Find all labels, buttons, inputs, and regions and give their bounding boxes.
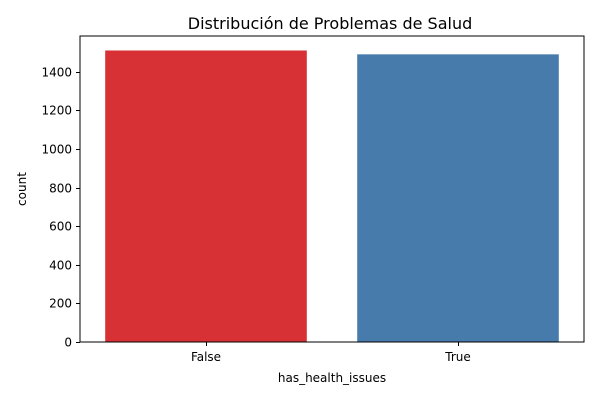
x-axis-ticks: False True	[191, 342, 471, 364]
y-axis-ticks: 0 200 400 600 800 1000 1200 1400	[41, 66, 80, 350]
bars	[105, 50, 559, 343]
y-tick-label: 600	[49, 220, 72, 234]
x-tick-label: False	[191, 350, 221, 364]
x-tick-label: True	[444, 350, 471, 364]
y-tick-label: 1000	[41, 143, 72, 157]
y-axis-label: count	[15, 172, 29, 206]
bar-false	[105, 50, 307, 343]
bar-true	[357, 54, 559, 342]
y-tick-label: 800	[49, 182, 72, 196]
y-tick-label: 400	[49, 259, 72, 273]
chart-title: Distribución de Problemas de Salud	[188, 14, 472, 33]
y-tick-label: 1400	[41, 66, 72, 80]
plot-frame	[79, 35, 585, 343]
y-tick-label: 0	[64, 336, 72, 350]
x-axis-label: has_health_issues	[278, 371, 386, 385]
y-tick-label: 200	[49, 297, 72, 311]
y-tick-label: 1200	[41, 104, 72, 118]
